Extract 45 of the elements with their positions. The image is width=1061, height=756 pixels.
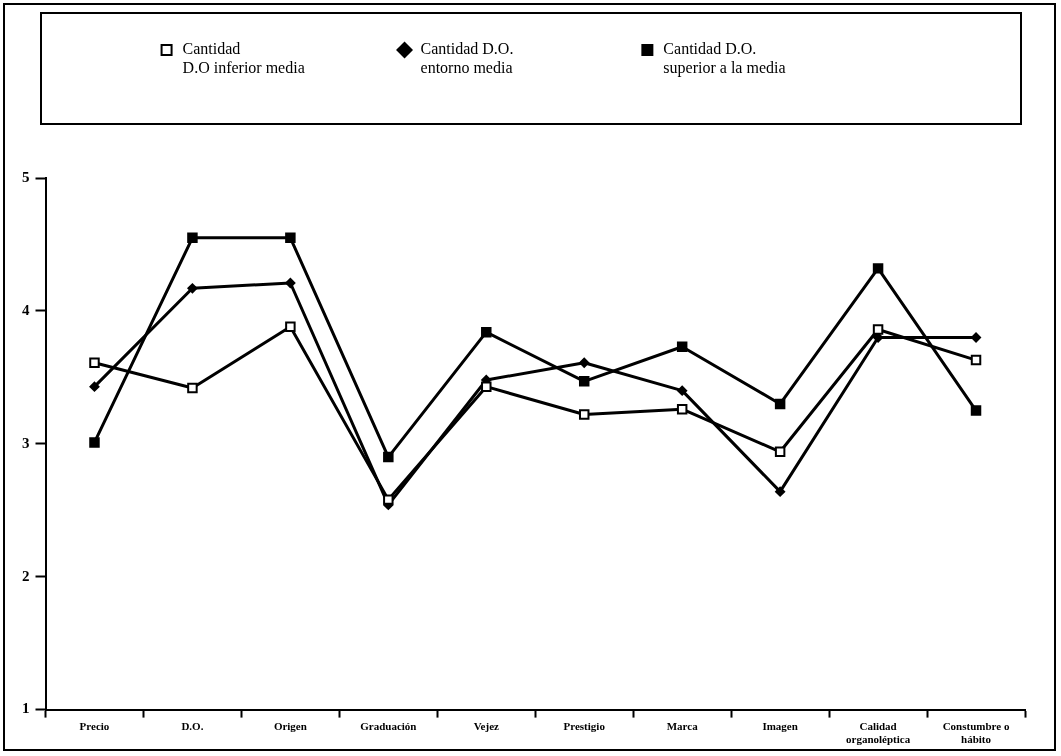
y-tick-label: 4 (22, 301, 30, 318)
point (676, 404, 688, 415)
x-tick-label: Imagen (762, 720, 798, 733)
point (89, 437, 100, 448)
legend-label: Cantidad D.O. entorno media (420, 40, 514, 77)
point (187, 283, 198, 294)
point (578, 409, 590, 420)
point (285, 321, 296, 333)
x-tick-label: Constumbre o hábito (942, 720, 1010, 746)
point (579, 357, 590, 368)
point (89, 357, 100, 368)
x-tick-label: Precio (79, 720, 110, 733)
x-tick-label: Calidad organoléptica (845, 720, 911, 746)
x-tick-label: D.O. (181, 720, 204, 733)
x-tick-label: Vejez (473, 720, 500, 733)
point (775, 486, 786, 497)
point (187, 382, 198, 394)
point (578, 376, 590, 387)
legend-label: Cantidad D.O inferior media (182, 40, 305, 77)
point (481, 326, 492, 338)
point (774, 398, 786, 410)
x-tick-label: Marca (666, 720, 699, 733)
y-tick-label: 3 (22, 434, 30, 451)
point (383, 451, 394, 463)
point (676, 341, 688, 353)
point (677, 385, 688, 396)
point (187, 232, 198, 244)
point (481, 381, 492, 392)
y-tick-label: 1 (22, 700, 30, 717)
point (970, 405, 982, 416)
x-tick-label: Graduación (360, 720, 417, 733)
x-tick-label: Prestigio (563, 720, 606, 733)
point (285, 277, 296, 288)
point (383, 494, 394, 505)
y-tick-label: 5 (22, 168, 30, 185)
point (285, 232, 296, 244)
legend-label: Cantidad D.O. superior a la media (663, 40, 786, 78)
point (89, 381, 100, 392)
point (970, 354, 982, 366)
point (971, 332, 982, 343)
point (774, 446, 786, 458)
y-tick-label: 2 (22, 567, 30, 584)
x-tick-label: Origen (273, 720, 307, 733)
point (872, 324, 884, 335)
point (872, 263, 884, 274)
